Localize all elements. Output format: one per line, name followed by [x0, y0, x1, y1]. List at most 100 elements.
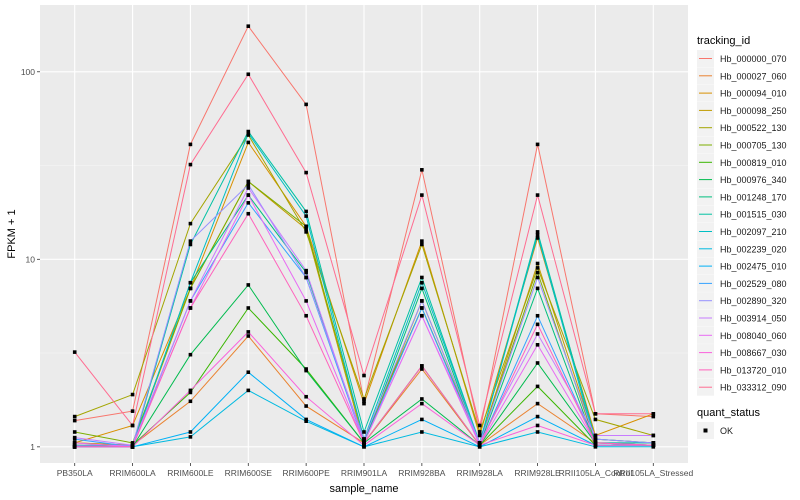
data-point-Hb_000819_010: [535, 384, 540, 389]
data-point-Hb_000000_070: [362, 399, 366, 404]
data-point-Hb_003914_050: [477, 441, 482, 445]
data-point-Hb_033312_090: [362, 373, 366, 378]
data-point-Hb_033312_090: [651, 412, 656, 416]
y-tick-label: 1: [30, 442, 35, 452]
data-point-Hb_000027_060: [304, 404, 308, 408]
x-tick-label: RRIM928LA: [457, 468, 504, 478]
data-point-Hb_002529_080: [535, 313, 540, 318]
x-tick-label: RRIM600LE: [167, 468, 214, 478]
legend-title-quant-status: quant_status: [697, 407, 760, 419]
data-point-Hb_002529_080: [420, 306, 424, 310]
data-point-Hb_001515_030: [420, 275, 424, 280]
data-point-Hb_013720_010: [72, 445, 77, 449]
data-point-Hb_000522_130: [304, 230, 308, 234]
data-point-Hb_000522_130: [593, 417, 598, 422]
data-point-Hb_008667_030: [535, 423, 540, 428]
data-point-Hb_000094_010: [420, 239, 424, 243]
data-point-Hb_000819_010: [188, 390, 193, 395]
legend-label: Hb_013720_010: [720, 365, 787, 375]
data-point-Hb_000027_060: [188, 399, 193, 404]
data-point-Hb_000705_130: [188, 286, 193, 291]
data-point-Hb_000976_340: [304, 368, 308, 373]
legend-label: Hb_000705_130: [720, 141, 787, 151]
legend-label: Hb_033312_090: [720, 383, 787, 393]
data-point-Hb_000976_340: [246, 283, 251, 287]
data-point-Hb_002097_210: [535, 233, 540, 237]
legend-label: Hb_000819_010: [720, 158, 787, 168]
data-point-Hb_008667_030: [362, 443, 366, 448]
x-tick-label: RRIM928LE: [514, 468, 561, 478]
data-point-Hb_002890_320: [188, 239, 193, 243]
data-point-Hb_000000_070: [651, 414, 656, 419]
data-point-Hb_001515_030: [188, 242, 193, 247]
data-point-Hb_000976_340: [535, 361, 540, 365]
data-point-Hb_000522_130: [535, 266, 540, 270]
data-point-Hb_002475_010: [304, 417, 308, 422]
data-point-Hb_000094_010: [477, 433, 482, 438]
data-point-Hb_001515_030: [362, 430, 366, 434]
legend-items: Hb_000000_070 Hb_000027_060 Hb_000094_010 H…: [697, 50, 787, 396]
data-point-Hb_013720_010: [362, 441, 366, 445]
data-point-Hb_003914_050: [72, 435, 77, 440]
square-point-icon: [703, 428, 708, 433]
data-point-Hb_002475_010: [420, 417, 424, 422]
data-point-Hb_000098_250: [304, 227, 308, 231]
data-point-Hb_000819_010: [246, 306, 251, 310]
data-point-Hb_002239_020: [420, 430, 424, 434]
data-point-Hb_002890_320: [246, 182, 251, 187]
x-tick-label: RRII105LA_Stressed: [613, 468, 693, 478]
data-point-Hb_000522_130: [72, 414, 77, 419]
data-point-Hb_002239_020: [246, 388, 251, 393]
data-point-Hb_000094_010: [362, 401, 366, 406]
data-point-Hb_002890_320: [362, 437, 366, 441]
legend-label: Hb_002475_010: [720, 262, 787, 272]
data-point-Hb_000522_130: [420, 242, 424, 247]
data-point-Hb_000098_250: [535, 261, 540, 266]
data-point-Hb_000705_130: [304, 224, 308, 229]
legend-label: Hb_002890_320: [720, 296, 787, 306]
data-point-Hb_002529_080: [246, 201, 251, 205]
legend-label: Hb_001515_030: [720, 210, 787, 220]
data-point-Hb_008667_030: [593, 443, 598, 448]
data-point-Hb_000000_070: [130, 409, 135, 413]
data-point-Hb_013720_010: [246, 211, 251, 216]
x-tick-label: RRIM901LA: [341, 468, 388, 478]
legend: tracking_id Hb_000000_070Hb_000027_060Hb…: [697, 35, 787, 439]
data-point-Hb_003914_050: [593, 433, 598, 438]
legend-label: Hb_000027_060: [720, 71, 787, 81]
data-point-Hb_002890_320: [651, 441, 656, 445]
legend-label: Hb_000098_250: [720, 106, 787, 116]
data-point-Hb_000000_070: [188, 142, 193, 147]
x-tick-label: RRIM600SE: [225, 468, 273, 478]
x-axis-title: sample_name: [329, 483, 398, 495]
data-point-Hb_002890_320: [304, 275, 308, 280]
data-point-Hb_000976_340: [420, 397, 424, 401]
data-point-Hb_033312_090: [477, 423, 482, 428]
legend-title-tracking-id: tracking_id: [697, 35, 750, 47]
y-tick-label: 100: [21, 67, 35, 77]
x-axis: PB350LA RRIM600LA RRIM600LE RRIM600SE RRIM60…: [57, 463, 693, 478]
data-point-Hb_003914_050: [304, 268, 308, 273]
data-point-Hb_002097_210: [246, 131, 251, 136]
data-point-Hb_000522_130: [362, 397, 366, 401]
data-point-Hb_013720_010: [535, 322, 540, 327]
data-point-Hb_003914_050: [246, 186, 251, 190]
data-point-Hb_033312_090: [593, 412, 598, 416]
data-point-Hb_000027_060: [420, 367, 424, 371]
legend-label: Hb_000094_010: [720, 89, 787, 99]
y-axis-title: FPKM + 1: [6, 209, 18, 258]
data-point-Hb_000705_130: [246, 179, 251, 184]
x-tick-label: PB350LA: [57, 468, 93, 478]
data-point-Hb_000000_070: [535, 142, 540, 147]
data-point-Hb_033312_090: [535, 193, 540, 197]
data-point-Hb_002239_020: [535, 430, 540, 434]
data-point-Hb_033312_090: [188, 162, 193, 167]
legend-label: Hb_003914_050: [720, 314, 787, 324]
data-point-Hb_033312_090: [304, 170, 308, 175]
data-point-Hb_002475_010: [188, 430, 193, 434]
data-point-Hb_002890_320: [593, 437, 598, 441]
data-point-Hb_000705_130: [535, 270, 540, 275]
legend-label-ok: OK: [720, 426, 733, 436]
data-point-Hb_002475_010: [246, 370, 251, 375]
